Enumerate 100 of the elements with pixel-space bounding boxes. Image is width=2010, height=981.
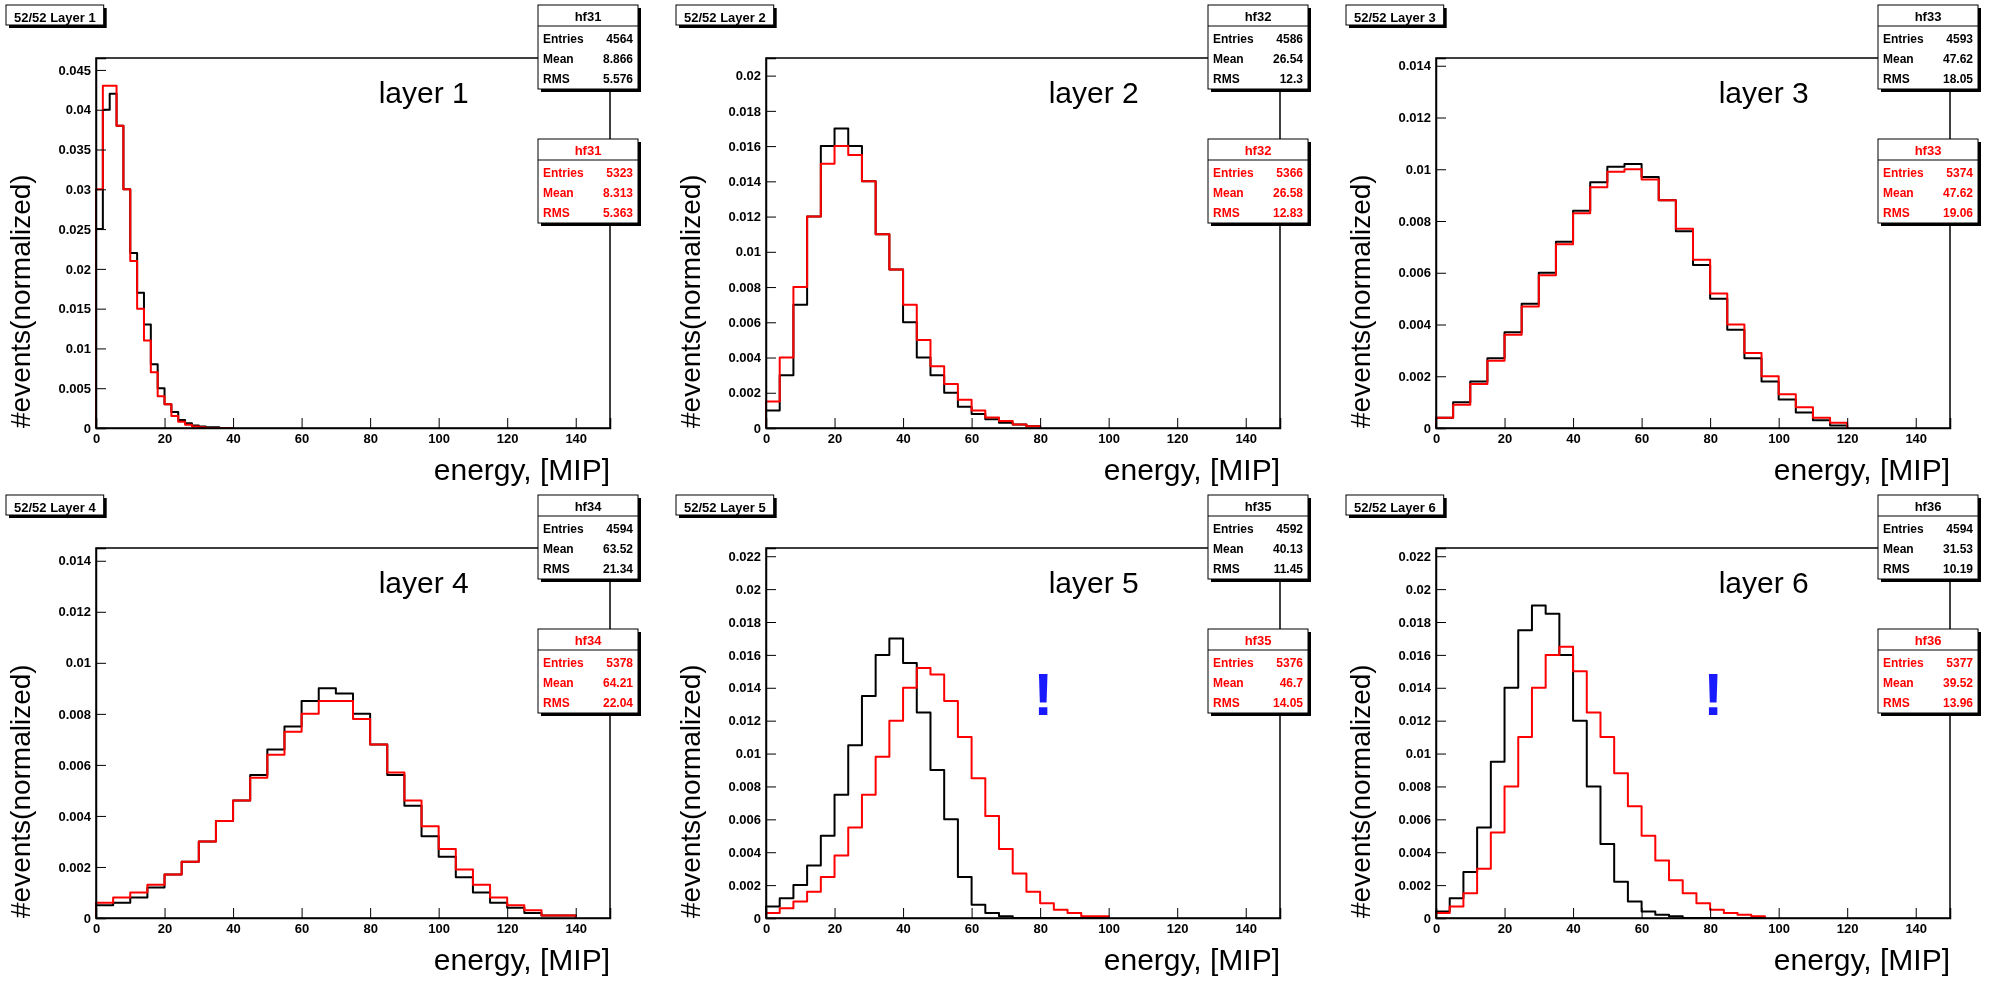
y-tick-label: 0.008: [1398, 213, 1431, 229]
annotation: 47.62: [1942, 186, 1974, 200]
x-axis-title: energy, [MIP]: [1773, 453, 1950, 486]
x-tick-label: 20: [157, 921, 173, 937]
annotation: 5323: [606, 166, 634, 180]
y-tick-label: 0.012: [1398, 713, 1431, 729]
chart-title: 52/52 Layer 1: [14, 10, 96, 25]
y-tick-label: 0.014: [1398, 680, 1432, 696]
text: Entries: [1213, 32, 1255, 46]
x-tick-label: 60: [294, 431, 310, 447]
x-tick-label: 120: [496, 431, 519, 447]
text: hf31: [574, 143, 602, 158]
annotation: RMS: [1213, 696, 1240, 710]
text: hf31: [574, 9, 602, 24]
x-tick-label: 140: [565, 921, 588, 937]
annotation: Mean: [543, 186, 574, 200]
annotation: Entries: [1883, 656, 1925, 670]
x-tick-label: 140: [1905, 921, 1928, 937]
y-tick-label: 0.004: [58, 808, 92, 824]
text: 4593: [1946, 32, 1974, 46]
x-tick-label: 60: [1634, 921, 1650, 937]
y-tick-label: 0.008: [728, 279, 761, 295]
annotation: 46.7: [1279, 676, 1304, 690]
annotation: RMS: [543, 206, 570, 220]
annotation: RMS: [1213, 562, 1240, 576]
x-tick-label: 100: [428, 921, 451, 937]
x-tick-label: 40: [896, 921, 911, 937]
annotation: RMS: [1883, 562, 1910, 576]
x-tick-label: 80: [363, 431, 378, 447]
x-tick-label: 140: [1905, 431, 1928, 447]
text: Entries: [1883, 522, 1925, 536]
y-tick-label: 0.005: [58, 380, 91, 396]
text: hf34: [574, 499, 603, 514]
x-tick-label: 20: [1497, 431, 1513, 447]
y-tick-label: 0.01: [1405, 161, 1431, 177]
x-tick-label: 60: [964, 921, 980, 937]
y-tick-label: 0.012: [1398, 110, 1431, 126]
y-tick-label: 0.018: [728, 614, 761, 630]
x-axis-title: energy, [MIP]: [1103, 943, 1280, 976]
y-tick-label: 0.002: [1398, 877, 1431, 893]
chart-title: 52/52 Layer 2: [684, 10, 766, 25]
x-tick-label: 60: [294, 921, 310, 937]
text: hf36: [1914, 633, 1942, 648]
y-axis-title: #events(normalized): [675, 664, 706, 918]
y-tick-label: 0.004: [1398, 317, 1432, 333]
annotation: !: [1033, 660, 1054, 728]
annotation: 10.19: [1942, 562, 1974, 576]
x-tick-label: 80: [1033, 431, 1048, 447]
text: 4592: [1276, 522, 1304, 536]
y-tick-label: 0.01: [65, 655, 91, 671]
annotation: Mean: [1213, 542, 1244, 556]
annotation: Entries: [543, 166, 585, 180]
text: Entries: [543, 522, 585, 536]
annotation: 63.52: [602, 542, 634, 556]
annotation: 13.96: [1942, 696, 1974, 710]
annotation: Mean: [1213, 186, 1244, 200]
annotation: Mean: [1883, 676, 1914, 690]
annotation: 39.52: [1942, 676, 1974, 690]
y-tick-label: 0.015: [58, 301, 91, 317]
annotation: 5374: [1946, 166, 1974, 180]
annotation: RMS: [1883, 696, 1910, 710]
y-tick-label: 0.018: [728, 103, 761, 119]
y-axis-title: #events(normalized): [5, 664, 36, 918]
text: Entries: [1213, 522, 1255, 536]
annotation: 12.3: [1279, 72, 1304, 86]
x-axis-title: energy, [MIP]: [433, 453, 610, 486]
x-tick-label: 100: [428, 431, 451, 447]
y-tick-label: 0.01: [735, 746, 761, 762]
annotation: Mean: [543, 542, 574, 556]
y-tick-label: 0.02: [735, 68, 761, 84]
annotation: layer 4: [378, 566, 469, 599]
x-tick-label: 60: [964, 431, 980, 447]
x-tick-label: 80: [1033, 921, 1048, 937]
x-tick-label: 140: [1235, 921, 1258, 937]
y-tick-label: 0.01: [1405, 746, 1431, 762]
x-tick-label: 40: [226, 921, 241, 937]
text: hf32: [1244, 143, 1272, 158]
annotation: 5.363: [602, 206, 634, 220]
annotation: layer 6: [1718, 566, 1809, 599]
y-tick-label: 0.004: [728, 350, 762, 366]
y-tick-label: 0.014: [1398, 58, 1432, 74]
x-tick-label: 80: [1703, 431, 1718, 447]
y-tick-label: 0.006: [1398, 265, 1431, 281]
annotation: layer 2: [1048, 76, 1139, 109]
annotation: Mean: [1213, 676, 1244, 690]
x-tick-label: 40: [1566, 431, 1581, 447]
text: hf33: [1914, 9, 1942, 24]
y-tick-label: 0.02: [1405, 581, 1431, 597]
y-tick-label: 0.045: [58, 62, 91, 78]
x-tick-label: 60: [1634, 431, 1650, 447]
y-tick-label: 0.01: [735, 244, 761, 260]
y-tick-label: 0.002: [58, 859, 91, 875]
annotation: 40.13: [1272, 542, 1304, 556]
chart-title: 52/52 Layer 6: [1354, 500, 1436, 515]
annotation: Mean: [543, 52, 574, 66]
x-tick-label: 40: [226, 431, 241, 447]
y-tick-label: 0: [83, 910, 91, 926]
x-tick-label: 100: [1098, 431, 1121, 447]
annotation: 5377: [1946, 656, 1974, 670]
y-tick-label: 0.012: [728, 713, 761, 729]
